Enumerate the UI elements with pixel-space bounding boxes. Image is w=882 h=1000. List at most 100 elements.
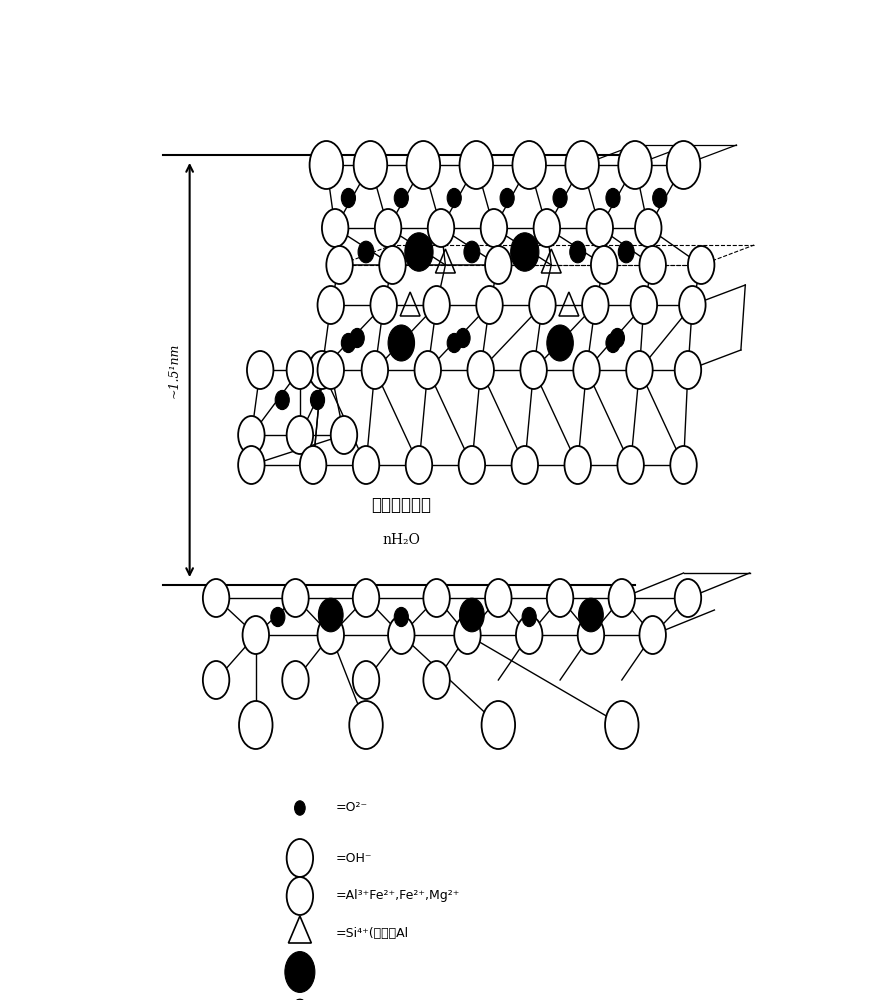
Ellipse shape <box>353 579 379 617</box>
Ellipse shape <box>388 325 415 361</box>
Ellipse shape <box>394 188 408 208</box>
Ellipse shape <box>467 351 494 389</box>
Ellipse shape <box>428 209 454 247</box>
Ellipse shape <box>331 416 357 454</box>
Ellipse shape <box>243 616 269 654</box>
Ellipse shape <box>447 333 461 353</box>
Ellipse shape <box>362 351 388 389</box>
Ellipse shape <box>570 241 586 263</box>
Ellipse shape <box>454 616 481 654</box>
Ellipse shape <box>534 209 560 247</box>
Ellipse shape <box>322 209 348 247</box>
Ellipse shape <box>639 246 666 284</box>
Ellipse shape <box>578 616 604 654</box>
Ellipse shape <box>353 446 379 484</box>
Ellipse shape <box>553 188 567 208</box>
Ellipse shape <box>605 701 639 749</box>
Ellipse shape <box>609 579 635 617</box>
Ellipse shape <box>573 351 600 389</box>
Ellipse shape <box>485 579 512 617</box>
Ellipse shape <box>511 233 539 271</box>
Ellipse shape <box>631 286 657 324</box>
Ellipse shape <box>287 839 313 877</box>
Ellipse shape <box>512 141 546 189</box>
Ellipse shape <box>584 607 598 627</box>
Ellipse shape <box>667 141 700 189</box>
Ellipse shape <box>358 241 374 263</box>
Text: =OH⁻: =OH⁻ <box>335 852 371 864</box>
Ellipse shape <box>482 701 515 749</box>
Ellipse shape <box>529 286 556 324</box>
Ellipse shape <box>653 188 667 208</box>
Ellipse shape <box>591 246 617 284</box>
Ellipse shape <box>405 233 433 271</box>
Ellipse shape <box>512 446 538 484</box>
Ellipse shape <box>238 416 265 454</box>
Ellipse shape <box>310 141 343 189</box>
Ellipse shape <box>618 241 634 263</box>
Ellipse shape <box>485 246 512 284</box>
Ellipse shape <box>688 246 714 284</box>
Ellipse shape <box>370 286 397 324</box>
Ellipse shape <box>464 241 480 263</box>
Ellipse shape <box>423 286 450 324</box>
Ellipse shape <box>675 351 701 389</box>
Ellipse shape <box>326 246 353 284</box>
Ellipse shape <box>341 333 355 353</box>
Ellipse shape <box>610 328 624 348</box>
Text: =Al³⁺Fe²⁺,Fe²⁺,Mg²⁺: =Al³⁺Fe²⁺,Fe²⁺,Mg²⁺ <box>335 889 460 902</box>
Ellipse shape <box>606 333 620 353</box>
Ellipse shape <box>460 607 475 627</box>
Ellipse shape <box>406 446 432 484</box>
Ellipse shape <box>275 390 289 410</box>
Ellipse shape <box>639 616 666 654</box>
Ellipse shape <box>350 328 364 348</box>
Text: =Si⁴⁺(有时为Al: =Si⁴⁺(有时为Al <box>335 927 408 940</box>
Ellipse shape <box>423 661 450 699</box>
Ellipse shape <box>349 701 383 749</box>
Ellipse shape <box>300 446 326 484</box>
Ellipse shape <box>354 141 387 189</box>
Ellipse shape <box>447 188 461 208</box>
Ellipse shape <box>476 286 503 324</box>
Ellipse shape <box>318 616 344 654</box>
Ellipse shape <box>287 351 313 389</box>
Text: nH₂O: nH₂O <box>383 533 420 547</box>
Ellipse shape <box>309 351 335 389</box>
Ellipse shape <box>618 141 652 189</box>
Ellipse shape <box>375 209 401 247</box>
Ellipse shape <box>626 351 653 389</box>
Ellipse shape <box>295 801 305 815</box>
Ellipse shape <box>675 579 701 617</box>
Ellipse shape <box>500 188 514 208</box>
Ellipse shape <box>271 607 285 627</box>
Ellipse shape <box>287 416 313 454</box>
Text: 交换性阳离子: 交换性阳离子 <box>371 496 431 514</box>
Ellipse shape <box>547 579 573 617</box>
Ellipse shape <box>318 286 344 324</box>
Ellipse shape <box>310 390 325 410</box>
Ellipse shape <box>238 446 265 484</box>
Text: ~1.5¹nm: ~1.5¹nm <box>168 342 180 398</box>
Ellipse shape <box>203 661 229 699</box>
Ellipse shape <box>318 598 343 632</box>
Ellipse shape <box>239 701 273 749</box>
Ellipse shape <box>282 579 309 617</box>
Ellipse shape <box>565 141 599 189</box>
Ellipse shape <box>635 209 662 247</box>
Ellipse shape <box>341 188 355 208</box>
Ellipse shape <box>481 209 507 247</box>
Ellipse shape <box>407 141 440 189</box>
Ellipse shape <box>460 141 493 189</box>
Ellipse shape <box>564 446 591 484</box>
Ellipse shape <box>606 188 620 208</box>
Ellipse shape <box>379 246 406 284</box>
Ellipse shape <box>522 607 536 627</box>
Ellipse shape <box>394 607 408 627</box>
Ellipse shape <box>353 661 379 699</box>
Ellipse shape <box>318 351 344 389</box>
Ellipse shape <box>388 616 415 654</box>
Ellipse shape <box>579 598 603 632</box>
Ellipse shape <box>582 286 609 324</box>
Ellipse shape <box>587 209 613 247</box>
